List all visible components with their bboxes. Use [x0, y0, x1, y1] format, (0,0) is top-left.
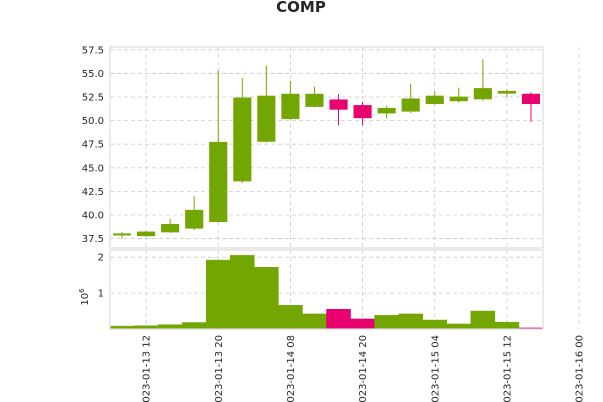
candle-up: [425, 95, 444, 105]
volume-bar-up: [278, 305, 303, 330]
volume-panel-frame: [109, 249, 544, 330]
price-tick-label: 37.5: [82, 234, 104, 245]
volume-bars-group: [109, 255, 544, 330]
volume-bar-up: [254, 266, 279, 330]
price-tick-label: 45.0: [82, 163, 104, 174]
candle-up: [449, 96, 468, 102]
candle-up: [305, 93, 324, 107]
x-tick-label: 023-01-16 00: [575, 335, 586, 402]
volume-bar-up: [374, 315, 399, 330]
volume-tick-label: 1: [98, 289, 104, 300]
candle-down: [329, 99, 348, 110]
candle-down: [353, 105, 372, 119]
x-tick-label: 023-01-14 08: [286, 335, 297, 402]
candle-up: [497, 90, 516, 94]
price-tick-label: 42.5: [82, 187, 104, 198]
volume-tick-label: 2: [98, 253, 104, 264]
price-tick-label: 50.0: [82, 116, 104, 127]
volume-bar-up: [157, 324, 183, 330]
volume-bar-up: [205, 259, 231, 330]
candle-up: [112, 233, 132, 236]
volume-bar-up: [302, 313, 327, 330]
candle-up: [137, 231, 156, 237]
x-tick-label: 023-01-13 20: [214, 335, 225, 402]
price-tick-label: 52.5: [82, 93, 104, 104]
candle-up: [473, 88, 492, 100]
candle-up: [185, 209, 204, 229]
volume-bar-up: [398, 313, 423, 330]
x-tick-label: 023-01-13 12: [142, 335, 153, 402]
candle-down: [521, 93, 541, 105]
candle-up: [401, 98, 420, 112]
candle-up: [281, 93, 300, 120]
price-tick-label: 47.5: [82, 140, 104, 151]
price-panel-frame: [109, 46, 544, 249]
candle-up: [209, 141, 228, 222]
volume-grid: [110, 256, 543, 294]
volume-bar-down: [326, 309, 351, 330]
candle-up: [377, 107, 396, 114]
candle-up: [233, 97, 252, 182]
price-axis-ticks: 37.5 40.0 42.5 45.0 47.5 50.0 52.5 55.0 57.5: [82, 45, 104, 245]
x-tick-label: 023-01-15 04: [430, 335, 441, 402]
x-axis-ticks: 023-01-13 12 023-01-13 20 023-01-14 08 023-…: [142, 335, 586, 402]
x-tick-label: 023-01-14 20: [358, 335, 369, 402]
price-tick-label: 40.0: [82, 210, 104, 221]
volume-axis-ticks: 12: [98, 253, 104, 300]
volume-bar-up: [181, 322, 207, 330]
candles-group: [112, 59, 541, 239]
price-grid: [110, 49, 543, 239]
volume-bar-up: [494, 321, 520, 330]
volume-bar-up: [230, 255, 255, 330]
volume-bar-up: [422, 319, 448, 330]
x-tick-label: 023-01-15 12: [502, 335, 513, 402]
volume-bar-down: [350, 318, 375, 330]
volume-bar-up: [446, 323, 472, 330]
price-tick-label: 55.0: [82, 69, 104, 80]
volume-bar-up: [470, 310, 496, 330]
candle-up: [161, 224, 180, 233]
candle-up: [257, 95, 276, 142]
volume-scale-label: 106: [78, 288, 91, 306]
chart-title: COMP: [276, 0, 326, 16]
price-tick-label: 57.5: [82, 45, 104, 56]
